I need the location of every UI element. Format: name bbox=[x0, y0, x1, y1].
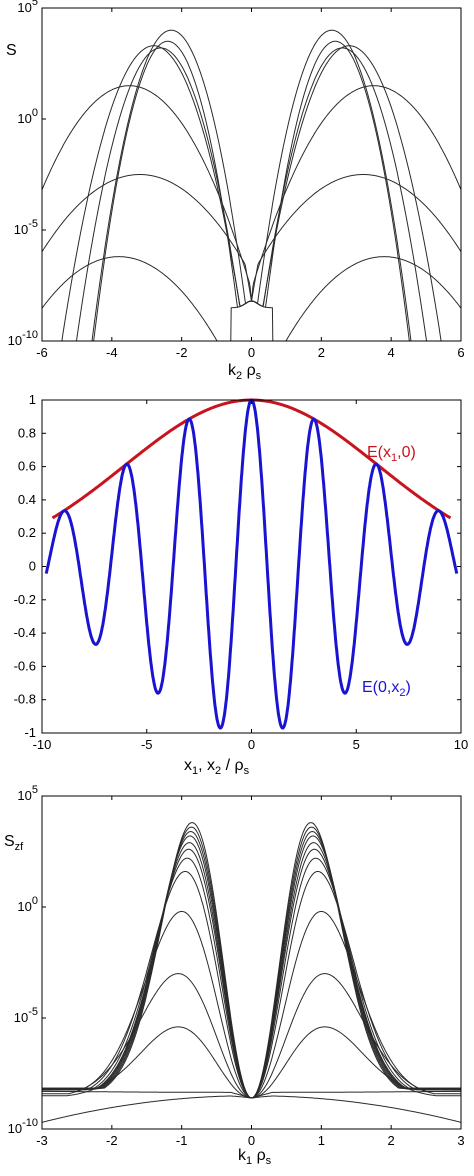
p1-xlabel: k2 ρs bbox=[228, 362, 262, 382]
p1-ytick-label: 105 bbox=[17, 0, 38, 15]
p3-xtick-label: 0 bbox=[248, 1133, 255, 1148]
p3-xlabel: k1 ρs bbox=[238, 1147, 272, 1167]
p1-xtick-label: 2 bbox=[318, 345, 325, 360]
p1-xtick-label: -6 bbox=[36, 345, 48, 360]
p3-series-8 bbox=[42, 871, 461, 1099]
p3-xtick-label: 2 bbox=[388, 1133, 395, 1148]
p3-series-2 bbox=[42, 826, 461, 1099]
p3-xtick-label: -2 bbox=[106, 1133, 118, 1148]
panel-spectrum-k2: -6 -4 -2 0 2 4 6 105 100 10-5 10-10 S k2 ρs bbox=[6, 0, 465, 382]
p2-x-ticks: -10 -5 0 5 10 bbox=[33, 400, 468, 752]
p3-ytick-label: 100 bbox=[17, 895, 38, 914]
p3-series-group bbox=[42, 822, 461, 1123]
legend-label-oscillation-x2: E(0,x2) bbox=[362, 679, 411, 699]
p3-series-5 bbox=[42, 842, 461, 1099]
p1-xtick-label: 6 bbox=[457, 345, 464, 360]
p3-xtick-label: -1 bbox=[176, 1133, 188, 1148]
p3-series-3 bbox=[42, 830, 461, 1099]
p2-ytick-label: -1 bbox=[24, 725, 36, 740]
p3-series-9 bbox=[42, 910, 461, 1099]
p1-series-6 bbox=[42, 174, 461, 302]
p3-ytick-label: 105 bbox=[17, 784, 38, 803]
panel-spectrum-zf: -3 -2 -1 0 1 2 3 105 100 10-5 10-10 Szf k1 ρs bbox=[4, 784, 465, 1167]
p1-ytick-label: 10-5 bbox=[14, 218, 38, 237]
p1-series-5 bbox=[42, 85, 461, 302]
p3-series-13 bbox=[42, 1095, 461, 1123]
p1-xtick-label: 0 bbox=[248, 345, 255, 360]
p2-ytick-label: 0.8 bbox=[18, 425, 36, 440]
p2-ytick-label: -0.4 bbox=[14, 625, 36, 640]
p1-series-1 bbox=[91, 29, 412, 341]
p3-series-12 bbox=[42, 1090, 461, 1099]
p2-xtick-label: 0 bbox=[248, 737, 255, 752]
panel-envelope: -10 -5 0 5 10 1 0.8 0.6 0.4 0.2 0 -0.2 -0.4 -0.6 -0.8… bbox=[14, 392, 469, 777]
p3-series-1 bbox=[42, 822, 461, 1099]
p1-series-3 bbox=[75, 47, 428, 341]
p2-ytick-label: 0 bbox=[29, 559, 36, 574]
p1-series-7 bbox=[42, 256, 461, 341]
p3-series-6 bbox=[42, 848, 461, 1099]
p3-xtick-label: -3 bbox=[36, 1133, 48, 1148]
p1-series-2 bbox=[93, 40, 410, 341]
p1-ytick-label: 10-10 bbox=[8, 329, 38, 348]
p1-ytick-label: 100 bbox=[17, 107, 38, 126]
p2-ytick-label: 0.6 bbox=[18, 459, 36, 474]
p1-xtick-label: -4 bbox=[106, 345, 118, 360]
p2-ytick-label: -0.8 bbox=[14, 692, 36, 707]
p3-xtick-label: 1 bbox=[318, 1133, 325, 1148]
p2-xlabel: x1, x2 / ρs bbox=[184, 757, 250, 777]
p2-xtick-label: 10 bbox=[454, 737, 468, 752]
p1-xtick-label: -2 bbox=[176, 345, 188, 360]
p1-ylabel: S bbox=[6, 42, 17, 59]
p2-ytick-label: 0.2 bbox=[18, 525, 36, 540]
p2-y-ticks: 1 0.8 0.6 0.4 0.2 0 -0.2 -0.4 -0.6 -0.8 -1 bbox=[14, 392, 461, 740]
p3-ytick-label: 10-10 bbox=[8, 1117, 38, 1136]
p2-ytick-label: -0.2 bbox=[14, 592, 36, 607]
p2-xtick-label: -10 bbox=[33, 737, 52, 752]
p3-xtick-label: 3 bbox=[457, 1133, 464, 1148]
p1-xtick-label: 4 bbox=[388, 345, 395, 360]
p3-x-ticks: -3 -2 -1 0 1 2 3 bbox=[36, 796, 465, 1148]
p1-series-group bbox=[42, 29, 461, 341]
p3-ylabel: Szf bbox=[4, 833, 24, 853]
p3-series-4 bbox=[42, 835, 461, 1099]
p2-ytick-label: -0.6 bbox=[14, 658, 36, 673]
p2-ytick-label: 1 bbox=[29, 392, 36, 407]
legend-label-envelope-x1: E(x1,0) bbox=[367, 444, 416, 464]
p3-series-7 bbox=[42, 857, 461, 1099]
p1-y-ticks: 105 100 10-5 10-10 bbox=[8, 0, 46, 348]
p1-x-ticks: -6 -4 -2 0 2 4 6 bbox=[36, 8, 465, 360]
p2-xtick-label: -5 bbox=[141, 737, 153, 752]
p2-xtick-label: 5 bbox=[353, 737, 360, 752]
p3-y-ticks: 105 100 10-5 10-10 bbox=[8, 784, 46, 1136]
p2-ytick-label: 0.4 bbox=[18, 492, 36, 507]
p3-ytick-label: 10-5 bbox=[14, 1006, 38, 1025]
